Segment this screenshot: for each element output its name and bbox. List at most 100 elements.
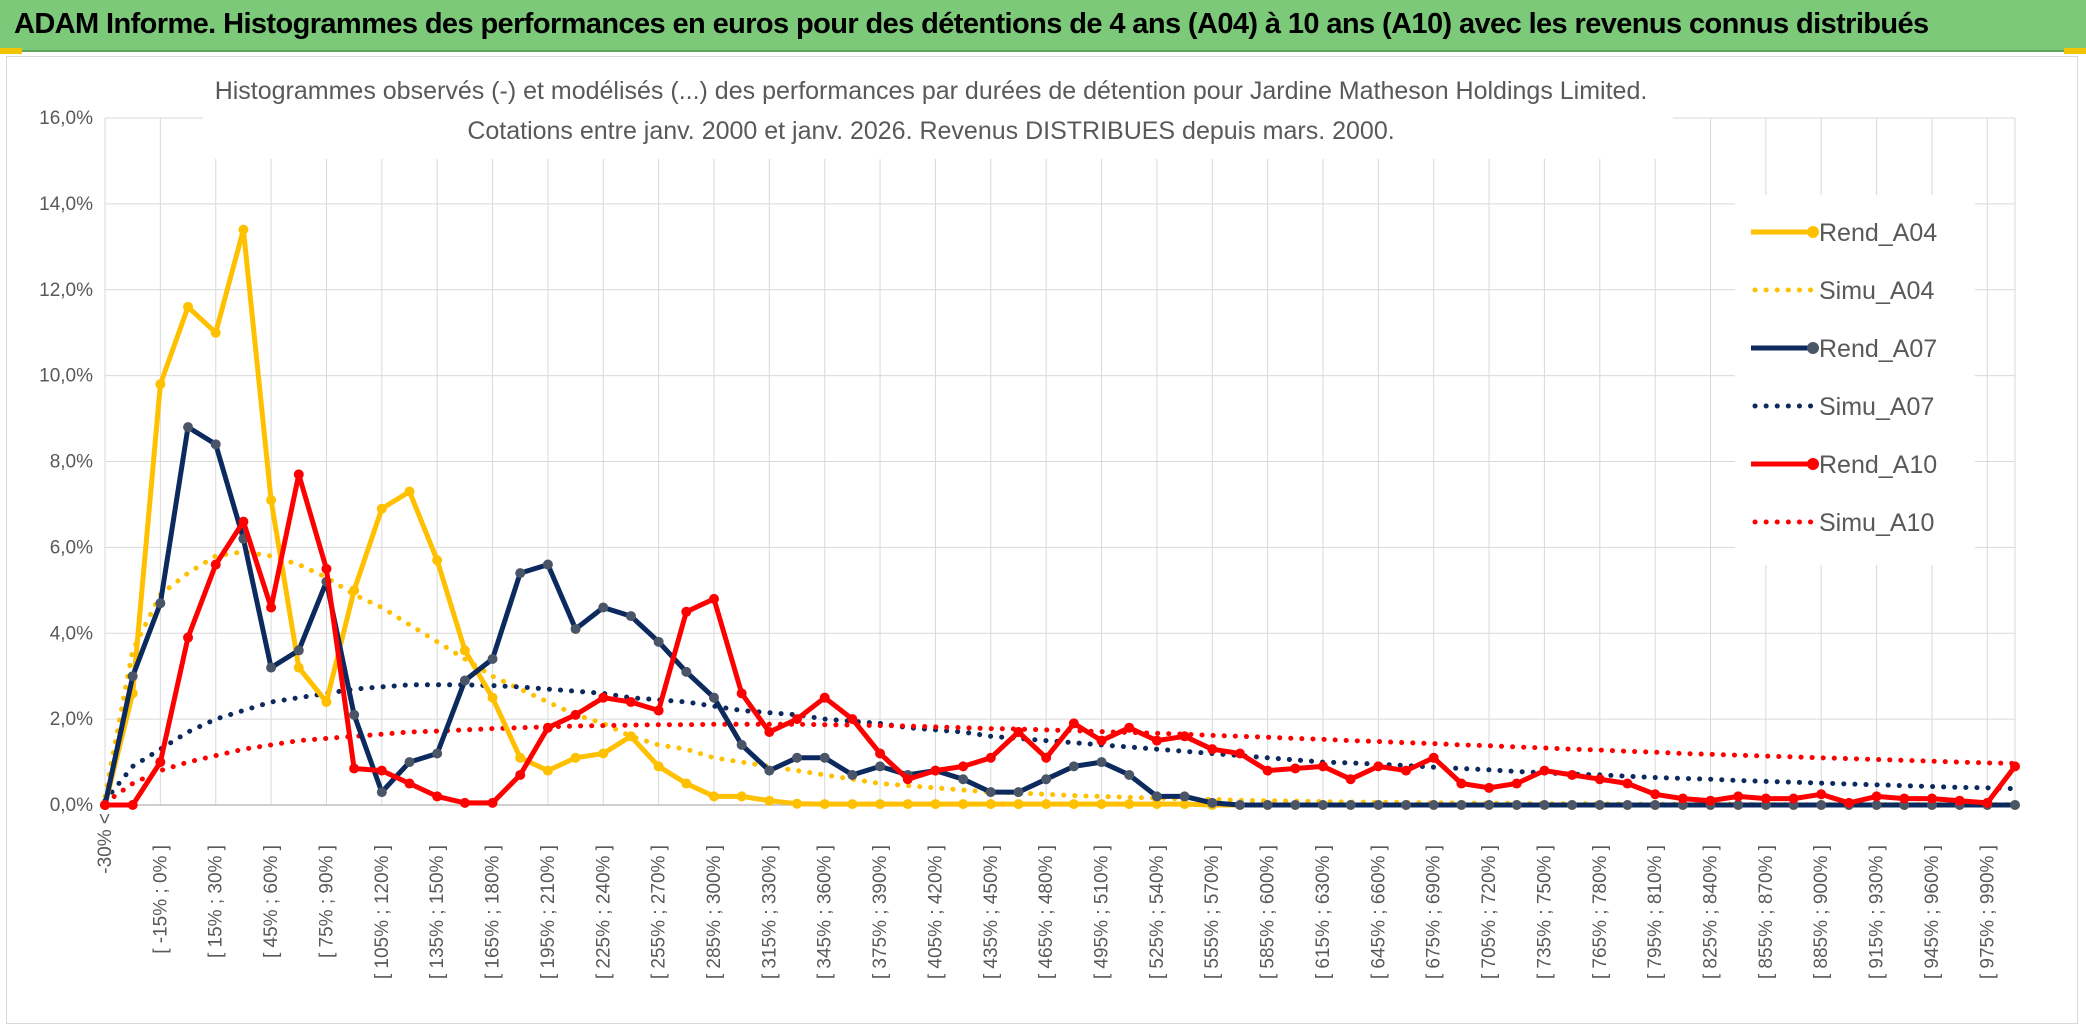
- data-point: [736, 791, 747, 802]
- data-point: [1650, 789, 1661, 800]
- x-tick-label: [ 945% ; 960% ]: [1922, 845, 1943, 979]
- data-point: [432, 555, 443, 566]
- series-rend-a07: [100, 422, 2020, 810]
- data-point: [1484, 782, 1495, 793]
- data-point: [321, 696, 332, 707]
- x-tick-label: [ 195% ; 210% ]: [538, 845, 559, 979]
- data-point: [958, 774, 969, 785]
- x-tick-label: [ 255% ; 270% ]: [649, 845, 670, 979]
- data-point: [1179, 731, 1190, 742]
- x-tick-label: [ 225% ; 240% ]: [593, 845, 614, 979]
- data-point: [764, 765, 775, 776]
- data-point: [930, 799, 941, 810]
- data-point: [708, 791, 719, 802]
- x-tick-label: [ 75% ; 90% ]: [316, 845, 337, 958]
- data-point: [487, 654, 498, 665]
- data-point: [819, 799, 830, 810]
- data-point: [1484, 800, 1495, 810]
- data-point: [875, 799, 886, 810]
- legend-marker: [1807, 342, 1819, 354]
- y-tick-label: 2,0%: [50, 709, 93, 730]
- data-point: [155, 598, 166, 609]
- data-point: [1622, 800, 1633, 810]
- report-title: ADAM Informe. Histogrammes des performan…: [14, 8, 1929, 40]
- data-point: [293, 662, 304, 673]
- data-point: [515, 769, 526, 780]
- x-tick-label: [ 855% ; 870% ]: [1756, 845, 1777, 979]
- y-tick-label: 8,0%: [50, 452, 93, 473]
- data-point: [792, 752, 803, 763]
- data-point: [1511, 778, 1522, 789]
- data-point: [1622, 778, 1633, 789]
- data-point: [376, 765, 387, 776]
- data-point: [1262, 765, 1273, 776]
- data-point: [1068, 718, 1079, 729]
- x-tick-label: [ 675% ; 690% ]: [1424, 845, 1445, 979]
- data-point: [1926, 793, 1937, 804]
- data-point: [542, 765, 553, 776]
- data-point: [1899, 793, 1910, 804]
- data-point: [1262, 800, 1273, 810]
- data-point: [376, 787, 387, 798]
- x-tick-label: [ 405% ; 420% ]: [925, 845, 946, 979]
- chart-title-line2: Cotations entre janv. 2000 et janv. 2026…: [467, 117, 1394, 145]
- x-tick-label: [ 105% ; 120% ]: [372, 845, 393, 979]
- data-point: [1456, 800, 1467, 810]
- legend-label: Simu_A10: [1819, 509, 1934, 537]
- data-point: [1539, 800, 1550, 810]
- data-point: [1290, 800, 1301, 810]
- data-point: [1733, 791, 1744, 802]
- data-point: [1567, 800, 1578, 810]
- series-simu-a04: [102, 549, 2018, 808]
- data-point: [1511, 800, 1522, 810]
- data-point: [404, 757, 415, 768]
- data-point: [1151, 735, 1162, 746]
- x-tick-label: [ -15% ; 0% ]: [150, 845, 171, 954]
- series-rend-a10: [100, 469, 2020, 810]
- y-tick-label: 10,0%: [39, 366, 93, 387]
- data-point: [1760, 793, 1771, 804]
- data-point: [1871, 791, 1882, 802]
- data-point: [1733, 800, 1744, 810]
- data-point: [1345, 774, 1356, 785]
- data-point: [764, 727, 775, 738]
- data-point: [708, 692, 719, 703]
- data-point: [570, 709, 581, 720]
- data-point: [985, 752, 996, 763]
- data-point: [293, 645, 304, 656]
- data-point: [1290, 763, 1301, 774]
- legend-marker: [1807, 458, 1819, 470]
- x-tick-label: [ 315% ; 330% ]: [759, 845, 780, 979]
- data-point: [2010, 800, 2020, 810]
- data-point: [1096, 757, 1107, 768]
- data-point: [625, 731, 636, 742]
- data-point: [847, 714, 858, 725]
- data-point: [1373, 761, 1384, 772]
- data-point: [459, 675, 470, 686]
- data-point: [238, 516, 249, 527]
- data-point: [1982, 797, 1993, 808]
- title-backdrop: [203, 59, 1673, 159]
- chart-title-line1: Histogrammes observés (-) et modélisés (…: [215, 77, 1648, 105]
- data-point: [736, 688, 747, 699]
- legend-label: Simu_A07: [1819, 393, 1934, 421]
- data-point: [1401, 765, 1412, 776]
- x-tick-label: [ 585% ; 600% ]: [1258, 845, 1279, 979]
- x-tick-label: [ 555% ; 570% ]: [1202, 845, 1223, 979]
- data-point: [570, 623, 581, 634]
- data-point: [404, 486, 415, 497]
- data-point: [210, 439, 221, 450]
- data-point: [404, 778, 415, 789]
- x-tick-label: [ 465% ; 480% ]: [1036, 845, 1057, 979]
- y-tick-label: 12,0%: [39, 280, 93, 301]
- series-simu-a10: [102, 721, 2018, 806]
- x-tick-label: [ 375% ; 390% ]: [870, 845, 891, 979]
- x-tick-label: [ 135% ; 150% ]: [427, 845, 448, 979]
- corner-accent-right: [2064, 48, 2086, 54]
- data-point: [1179, 799, 1190, 810]
- data-point: [1788, 793, 1799, 804]
- corner-accent-left: [0, 48, 22, 54]
- data-point: [1124, 769, 1135, 780]
- series-lines: [100, 224, 2020, 810]
- x-tick-label: [ 735% ; 750% ]: [1534, 845, 1555, 979]
